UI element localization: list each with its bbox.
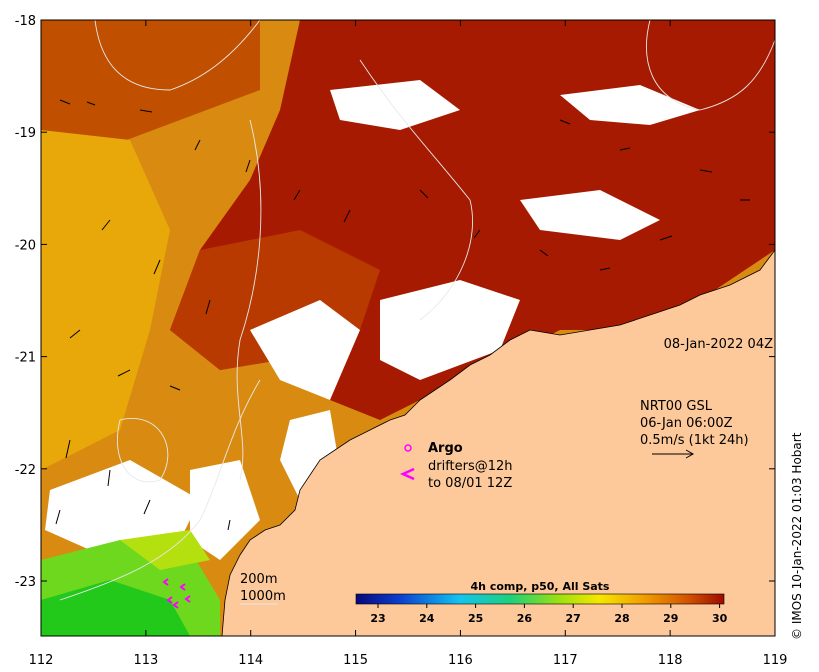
colorbar-tick-label: 26 xyxy=(517,612,533,625)
plot-area xyxy=(41,20,775,636)
drifters-label: drifters@12h xyxy=(428,459,513,474)
y-tick-label: -22 xyxy=(15,463,36,478)
x-tick-label: 117 xyxy=(553,653,578,668)
sst-transition-region xyxy=(120,530,210,570)
isobaths xyxy=(59,20,775,601)
plot-frame xyxy=(40,19,776,637)
colorbar-tick-label: 30 xyxy=(712,612,728,625)
x-tick-label: 115 xyxy=(343,653,368,668)
scale-arrow-icon xyxy=(652,449,695,459)
colorbar-tick-label: 28 xyxy=(614,612,629,625)
currents-date: 06-Jan 06:00Z xyxy=(640,416,733,431)
y-tick-label: -23 xyxy=(15,575,36,590)
y-tick-label: -18 xyxy=(15,14,36,29)
currents-scale: 0.5m/s (1kt 24h) xyxy=(640,433,749,448)
drifters-period: to 08/01 12Z xyxy=(428,476,512,491)
isobath-200-label: 200m xyxy=(240,572,277,587)
drifter-legend: Argo drifters@12h to 08/01 12Z xyxy=(399,441,513,491)
sst-north-region xyxy=(41,20,260,150)
x-tick-label: 118 xyxy=(658,653,683,668)
colorbar-ticks: 23 24 25 26 27 28 29 30 xyxy=(370,604,728,625)
x-tick-label: 119 xyxy=(763,653,788,668)
x-axis: 112 113 114 115 116 117 118 119 xyxy=(29,20,788,668)
colorbar-tick-label: 24 xyxy=(419,612,435,625)
current-vectors xyxy=(55,99,750,531)
argo-label: Argo xyxy=(428,441,463,456)
drifter-tracks xyxy=(162,578,191,609)
y-tick-label: -19 xyxy=(15,126,36,141)
currents-legend: NRT00 GSL 06-Jan 06:00Z 0.5m/s (1kt 24h) xyxy=(640,399,749,459)
x-tick-label: 113 xyxy=(133,653,158,668)
x-tick-label: 114 xyxy=(238,653,263,668)
drifter-marker-icon xyxy=(399,467,415,481)
x-tick-label: 112 xyxy=(29,653,54,668)
colorbar-tick-label: 29 xyxy=(663,612,678,625)
x-tick-label: 116 xyxy=(448,653,473,668)
colorbar-gradient xyxy=(355,593,725,605)
colorbar-title: 4h comp, p50, All Sats xyxy=(471,580,610,593)
y-tick-label: -21 xyxy=(15,351,36,366)
land-mass xyxy=(221,249,775,636)
colorbar-tick-label: 25 xyxy=(468,612,483,625)
sst-west-region xyxy=(41,130,170,470)
credit-text: © IMOS 10-Jan-2022 01:03 Hobart xyxy=(790,432,804,640)
y-tick-label: -20 xyxy=(15,238,36,253)
timestamp-label: 08-Jan-2022 04Z xyxy=(664,337,773,352)
y-axis: -18 -19 -20 -21 -22 -23 xyxy=(15,14,775,590)
argo-marker-icon xyxy=(404,444,412,452)
currents-source: NRT00 GSL xyxy=(640,399,713,414)
isobath-1000-label: 1000m xyxy=(240,589,286,604)
isobath-legend: 200m 1000m xyxy=(240,572,286,605)
colorbar: 4h comp, p50, All Sats 23 24 25 26 27 28 29 30 xyxy=(355,580,728,625)
colorbar-tick-label: 23 xyxy=(370,612,385,625)
colorbar-tick-label: 27 xyxy=(566,612,581,625)
